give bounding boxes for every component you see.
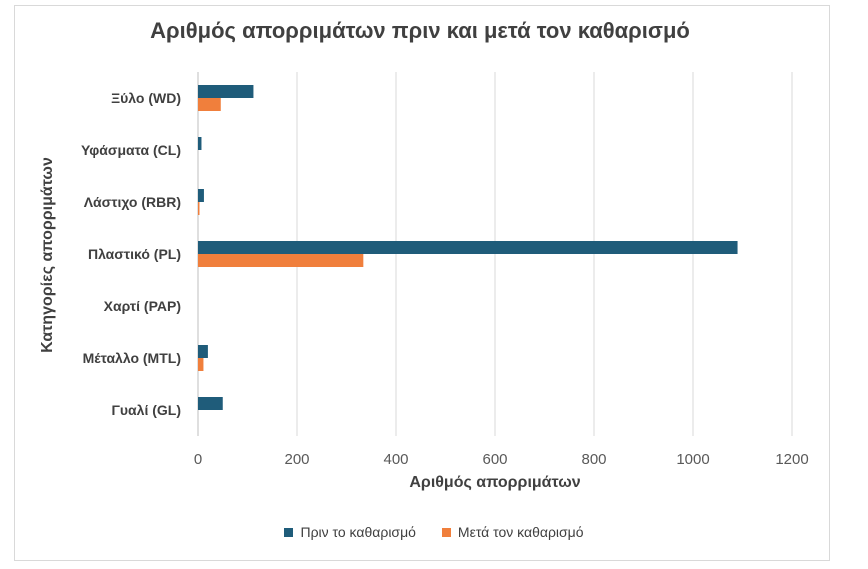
legend-swatch-before <box>284 527 294 537</box>
x-tick-label: 400 <box>383 451 408 468</box>
bar-after <box>198 202 200 215</box>
y-tick-label: Μέταλλο (MTL) <box>83 350 181 366</box>
bar-after <box>198 358 204 371</box>
legend-item-after: Μετά τον καθαρισμό <box>441 524 584 540</box>
y-tick-label: Υφάσματα (CL) <box>81 142 181 158</box>
bar-after <box>198 98 221 111</box>
bar-before <box>198 241 738 254</box>
x-tick-label: 1000 <box>676 451 709 468</box>
bar-before <box>198 85 254 98</box>
x-tick-label: 800 <box>581 451 606 468</box>
x-tick-label: 200 <box>284 451 309 468</box>
y-tick-label: Πλαστικό (PL) <box>88 246 181 262</box>
chart-title: Αριθμός απορριμάτων πριν και μετά τον κα… <box>150 18 690 43</box>
bar-before <box>198 189 204 202</box>
legend-label-after: Μετά τον καθαρισμό <box>457 524 584 540</box>
bar-before <box>198 397 223 410</box>
bar-after <box>198 254 364 267</box>
x-tick-label: 600 <box>482 451 507 468</box>
y-tick-label: Χαρτί (PAP) <box>104 298 181 314</box>
legend-item-before: Πριν το καθαρισμό <box>284 524 416 540</box>
y-tick-label: Λάστιχο (RBR) <box>84 194 181 210</box>
bar-before <box>198 345 208 358</box>
y-tick-label: Γυαλί (GL) <box>111 402 181 418</box>
y-tick-label: Ξύλο (WD) <box>111 90 181 106</box>
legend-swatch-after <box>441 527 451 537</box>
x-tick-label: 0 <box>194 451 202 468</box>
x-axis-title: Αριθμός απορριμάτων <box>409 474 581 491</box>
chart-frame <box>14 5 830 561</box>
x-tick-label: 1200 <box>775 451 808 468</box>
legend-label-before: Πριν το καθαρισμό <box>300 524 416 540</box>
legend: Πριν το καθαρισμό Μετά τον καθαρισμό <box>0 524 868 540</box>
bar-before <box>198 137 202 150</box>
